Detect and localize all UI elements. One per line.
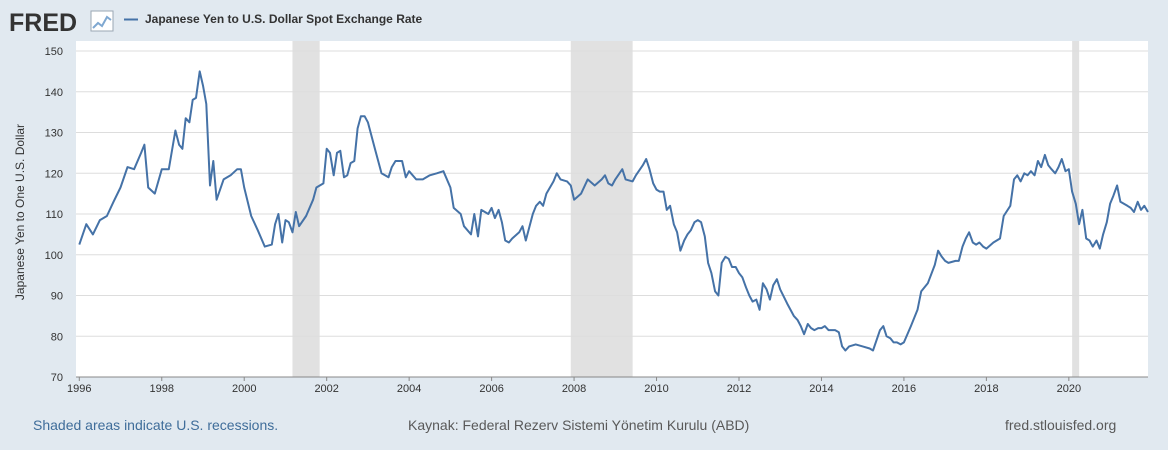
x-tick-label: 1996 [67, 383, 91, 395]
y-tick-label: 130 [45, 128, 63, 140]
y-tick-label: 100 [45, 250, 63, 262]
x-tick-label: 2016 [892, 383, 916, 395]
recession-band-0 [292, 41, 320, 377]
y-tick-label: 150 [45, 46, 63, 58]
y-axis-label: Japanese Yen to One U.S. Dollar [13, 124, 27, 300]
y-tick-label: 90 [51, 291, 63, 303]
series-line [78, 70, 1149, 352]
x-tick-label: 2012 [727, 383, 751, 395]
source-note: Kaynak: Federal Rezerv Sistemi Yönetim K… [408, 417, 750, 433]
y-tick-label: 80 [51, 331, 63, 343]
y-tick-label: 120 [45, 168, 63, 180]
grid-lines [76, 50, 1148, 337]
fred-logo[interactable]: FRED [9, 9, 114, 37]
x-tick-label: 2002 [314, 383, 338, 395]
x-tick-label: 2010 [644, 383, 668, 395]
x-tick-label: 2008 [562, 383, 586, 395]
legend-label: Japanese Yen to U.S. Dollar Spot Exchang… [145, 12, 423, 26]
x-tick-label: 2000 [232, 383, 256, 395]
y-tick-label: 70 [51, 372, 63, 384]
x-tick-label: 2014 [809, 383, 833, 395]
recession-band-1 [570, 41, 633, 377]
x-tick-label: 2006 [479, 383, 503, 395]
y-tick-label: 110 [45, 209, 63, 221]
legend: Japanese Yen to U.S. Dollar Spot Exchang… [124, 12, 423, 26]
fred-chart-icon [90, 10, 114, 32]
x-tick-label: 2004 [397, 383, 421, 395]
x-tick-label: 2018 [974, 383, 998, 395]
y-tick-label: 140 [45, 87, 63, 99]
x-tick-label: 2020 [1057, 383, 1081, 395]
site-link[interactable]: fred.stlouisfed.org [1005, 417, 1117, 433]
y-axis: 70 80 90 100 110 120 130 140 150 [45, 46, 63, 384]
x-tick-label: 1998 [150, 383, 174, 395]
fred-logo-text: FRED [9, 9, 77, 37]
recession-note[interactable]: Shaded areas indicate U.S. recessions. [33, 417, 279, 433]
x-axis: 1996 1998 2000 2002 2004 2006 2008 2010 2012 2014… [67, 376, 1148, 395]
